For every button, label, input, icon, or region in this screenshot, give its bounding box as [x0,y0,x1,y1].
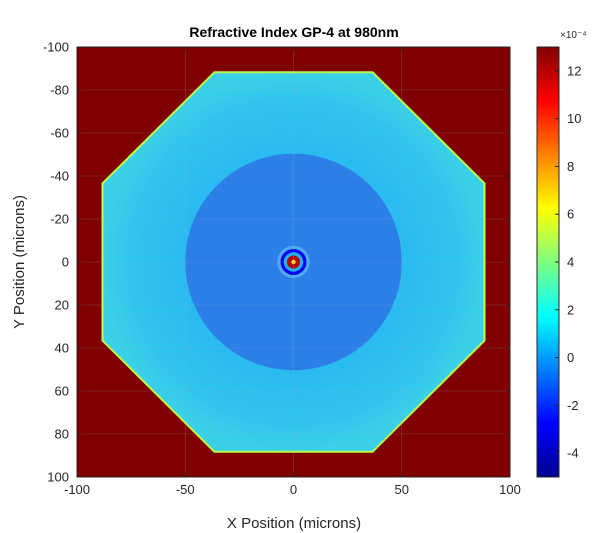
y-tick-label: -60 [50,126,69,141]
y-tick-label: 0 [62,255,69,270]
y-tick-label: 80 [55,427,69,442]
core-center [291,259,296,265]
y-axis-label: Y Position (microns) [11,195,28,329]
x-axis-label: X Position (microns) [227,515,361,532]
colorbar-tick-label: 12 [567,63,581,78]
x-axis: -100 -50 0 50 100 [64,47,521,497]
x-tick-label: 50 [395,482,409,497]
y-tick-label: -20 [50,212,69,227]
x-tick-label: -50 [176,482,195,497]
colorbar-exponent: ×10⁻⁴ [560,30,587,41]
colorbar-tick-label: 4 [567,255,574,270]
y-tick-label: -40 [50,169,69,184]
colorbar-tick-label: -2 [567,398,579,413]
colorbar-tick-label: 2 [567,302,574,317]
y-axis: -100 -80 -60 -40 -20 0 20 40 60 80 100 [43,40,510,485]
colorbar-ticks: -4 -2 0 2 4 6 8 10 12 [555,63,581,461]
y-tick-label: 60 [55,384,69,399]
colorbar-tick-label: 6 [567,207,574,222]
y-tick-label: 20 [55,298,69,313]
colorbar-tick-label: 10 [567,111,581,126]
colorbar: -4 -2 0 2 4 6 8 10 12 ×10⁻⁴ [536,30,587,478]
y-tick-label: -80 [50,83,69,98]
grid-lines [77,47,510,477]
chart-title: Refractive Index GP-4 at 980nm [189,24,398,40]
x-tick-label: 0 [290,482,297,497]
y-tick-label: 40 [55,341,69,356]
colorbar-tick-label: 8 [567,159,574,174]
colorbar-tick-label: 0 [567,350,574,365]
x-tick-label: 100 [499,482,521,497]
x-tick-label: -100 [64,482,90,497]
y-tick-label: -100 [43,40,69,55]
plot-area [77,47,510,477]
y-tick-label: 100 [47,470,69,485]
colorbar-tick-label: -4 [567,446,579,461]
